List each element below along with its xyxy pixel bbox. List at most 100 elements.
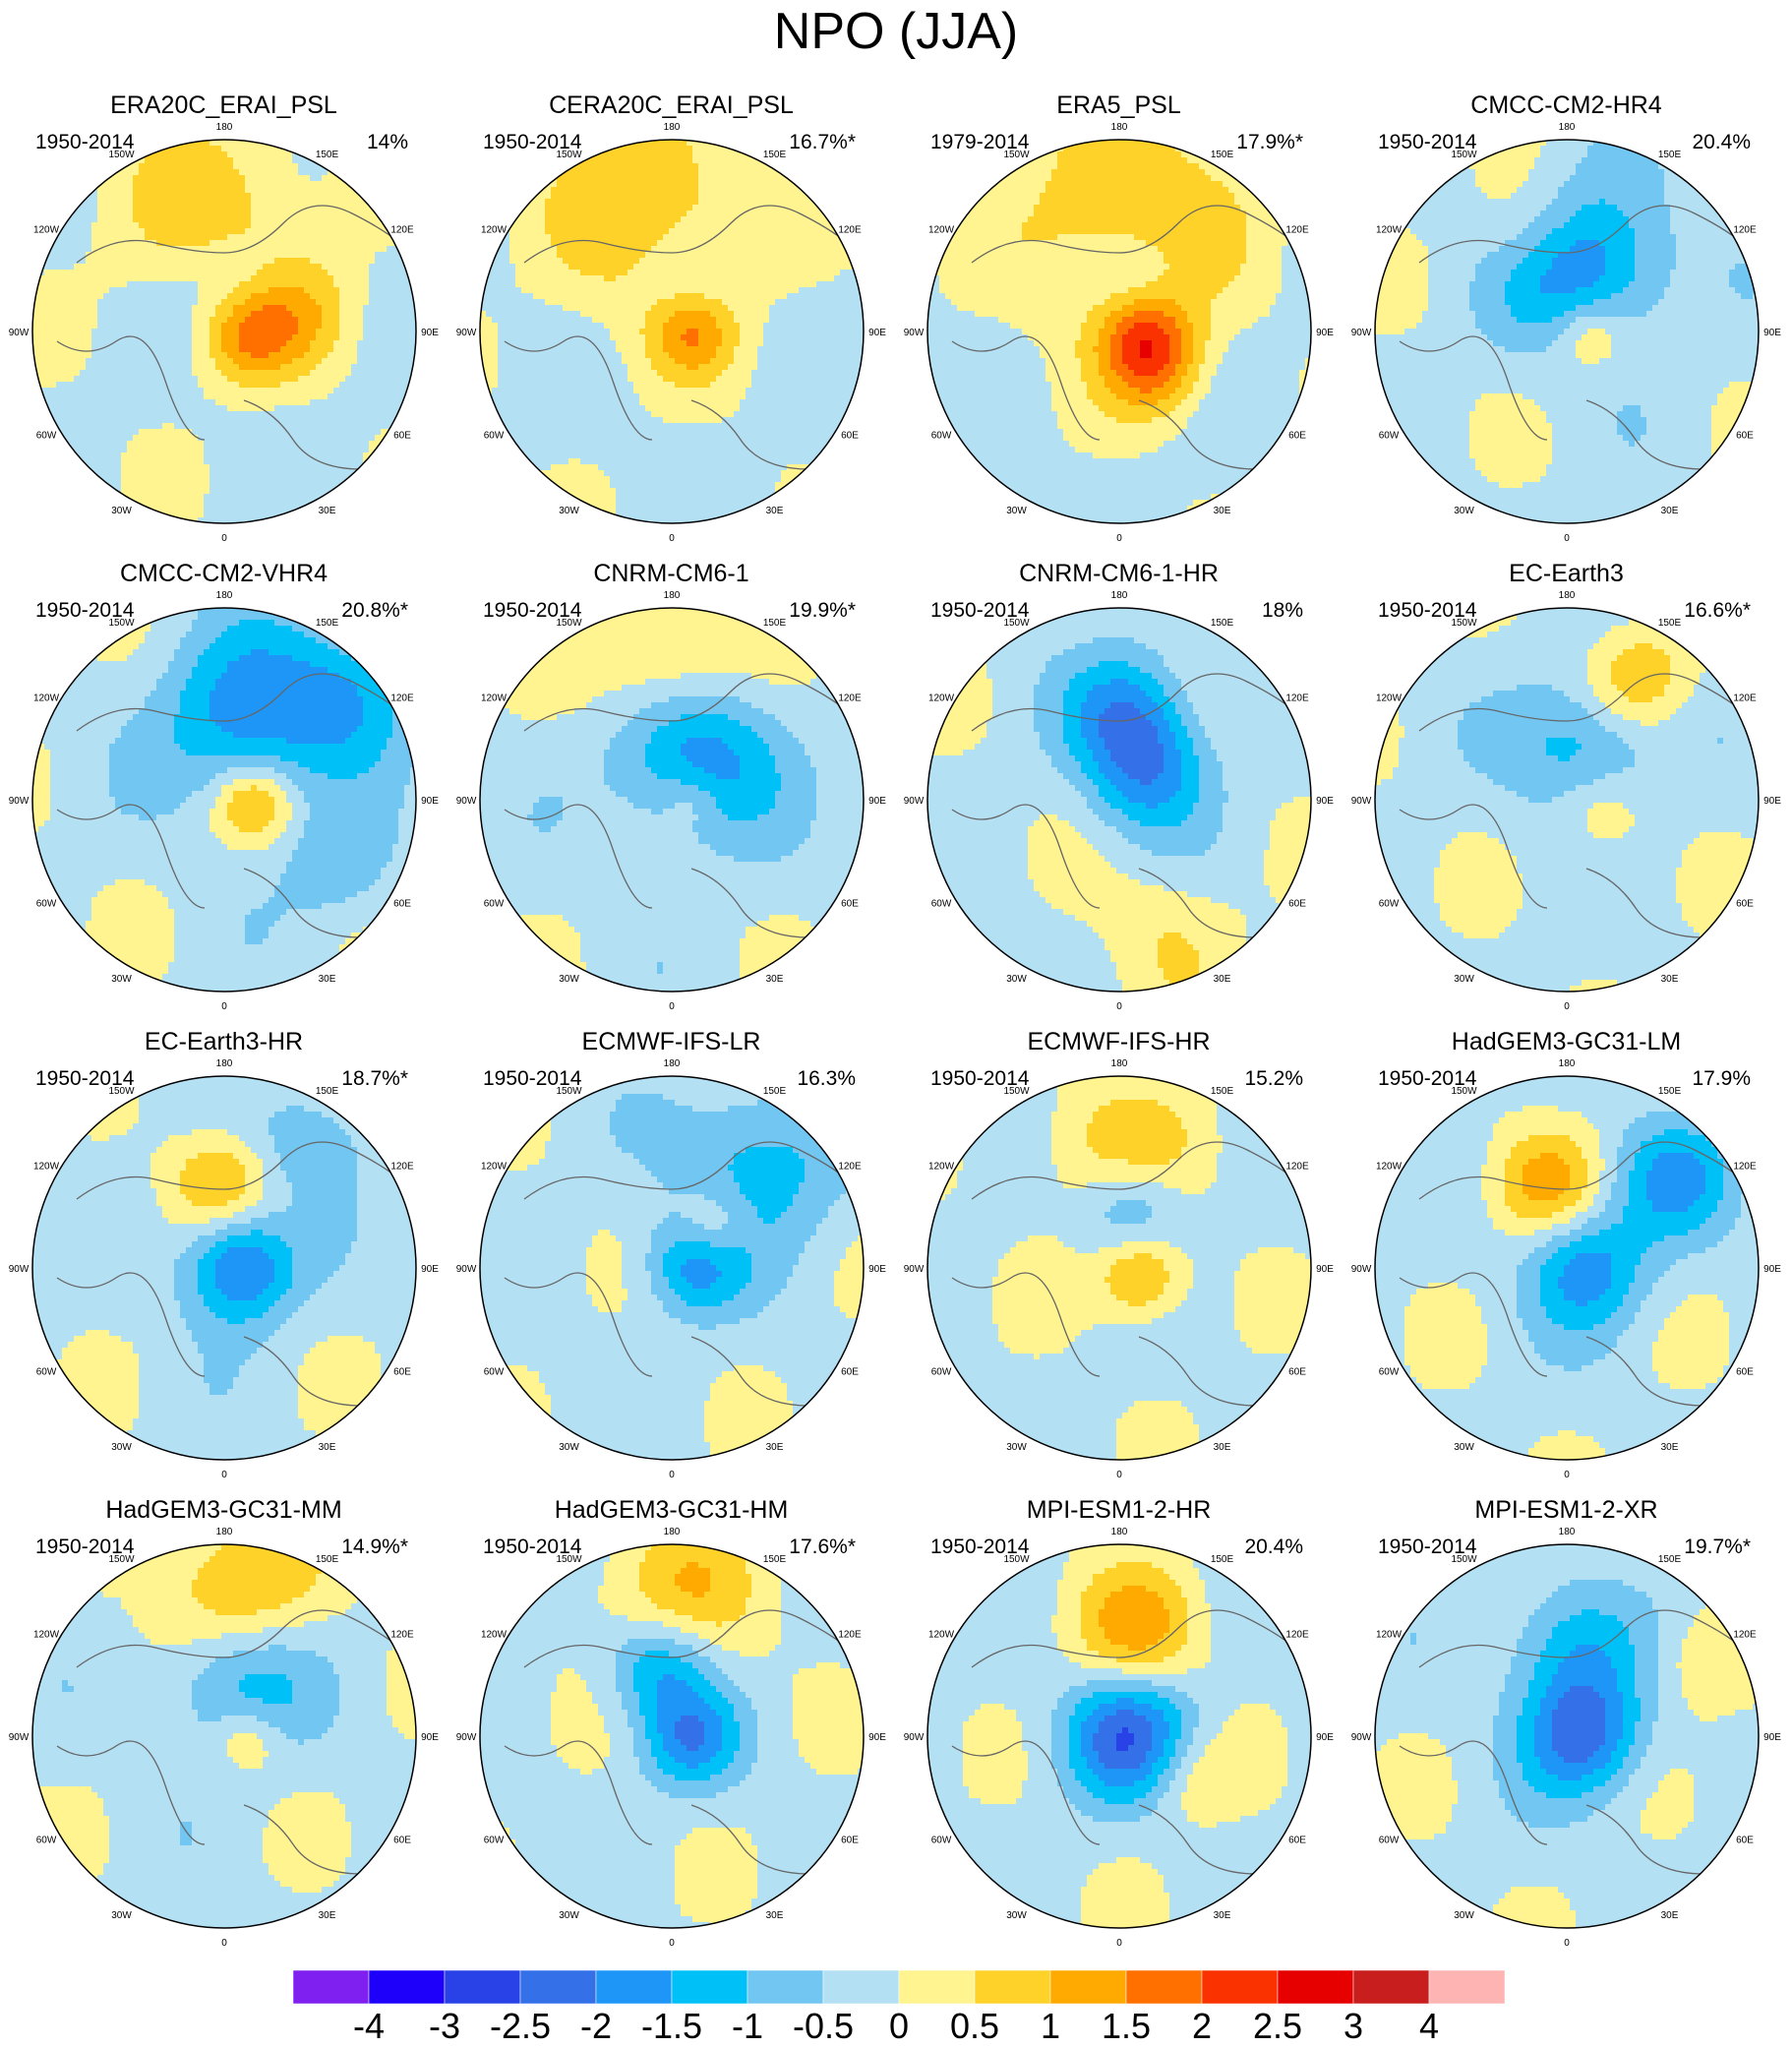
field-cell <box>351 405 358 412</box>
field-cell <box>139 329 146 335</box>
field-cell <box>233 228 240 235</box>
field-cell <box>746 199 752 206</box>
field-cell <box>133 405 140 412</box>
field-cell <box>692 157 699 164</box>
field-cell <box>180 211 187 217</box>
field-cell <box>586 205 593 211</box>
field-cell <box>757 187 764 194</box>
field-cell <box>269 187 275 194</box>
field-cell <box>133 323 140 330</box>
field-cell <box>245 275 252 282</box>
field-cell <box>486 181 493 188</box>
field-cell <box>233 252 240 259</box>
field-cell <box>704 146 711 152</box>
field-cell <box>121 358 128 365</box>
field-cell <box>227 246 234 253</box>
field-cell <box>392 264 399 271</box>
field-cell <box>387 388 393 394</box>
field-cell <box>74 494 81 501</box>
field-cell <box>168 476 175 483</box>
field-cell <box>115 382 122 389</box>
field-cell <box>239 364 246 371</box>
field-cell <box>156 222 163 229</box>
field-cell <box>209 506 216 512</box>
field-cell <box>62 140 69 147</box>
field-cell <box>375 234 382 241</box>
field-cell <box>174 252 181 259</box>
field-cell <box>404 506 411 512</box>
field-cell <box>716 181 723 188</box>
field-cell <box>357 151 364 158</box>
field-cell <box>198 211 205 217</box>
field-cell <box>263 329 269 335</box>
field-cell <box>304 464 311 471</box>
field-cell <box>215 181 222 188</box>
field-cell <box>192 405 199 412</box>
field-cell <box>109 452 116 459</box>
field-cell <box>56 370 63 377</box>
field-cell <box>227 388 234 394</box>
field-cell <box>627 146 634 152</box>
field-cell <box>304 281 311 288</box>
field-cell <box>139 417 146 424</box>
field-cell <box>280 157 287 164</box>
field-cell <box>675 140 682 147</box>
field-cell <box>316 435 323 442</box>
field-cell <box>622 181 628 188</box>
field-cell <box>274 382 281 389</box>
field-cell <box>381 447 388 453</box>
field-cell <box>139 317 146 324</box>
field-cell <box>498 151 505 158</box>
field-cell <box>38 512 45 518</box>
field-cell <box>121 517 128 524</box>
field-cell <box>740 199 747 206</box>
field-cell <box>381 311 388 318</box>
field-cell <box>150 258 157 265</box>
field-cell <box>162 458 169 465</box>
field-cell <box>103 187 110 194</box>
field-cell <box>728 169 735 176</box>
field-cell <box>180 500 187 507</box>
field-cell <box>586 175 593 182</box>
field-cell <box>746 146 752 152</box>
field-cell <box>121 411 128 418</box>
field-cell <box>44 482 51 489</box>
field-cell <box>669 199 676 206</box>
field-cell <box>227 488 234 495</box>
field-cell <box>227 175 234 182</box>
field-cell <box>274 252 281 259</box>
field-cell <box>410 252 417 259</box>
field-cell <box>86 429 92 436</box>
field-cell <box>828 146 835 152</box>
field-cell <box>186 305 193 312</box>
field-cell <box>286 193 293 200</box>
field-cell <box>204 299 210 306</box>
field-cell <box>392 293 399 300</box>
field-cell <box>363 370 370 377</box>
field-cell <box>80 364 87 371</box>
field-cell <box>168 140 175 147</box>
field-cell <box>392 175 399 182</box>
field-cell <box>286 287 293 294</box>
field-cell <box>38 494 45 501</box>
field-cell <box>392 281 399 288</box>
field-cell <box>80 405 87 412</box>
field-cell <box>38 470 45 477</box>
field-cell <box>387 512 393 518</box>
field-cell <box>145 435 151 442</box>
field-cell <box>44 181 51 188</box>
field-cell <box>68 317 75 324</box>
field-cell <box>245 281 252 288</box>
field-cell <box>357 258 364 265</box>
field-cell <box>339 270 346 276</box>
field-cell <box>62 305 69 312</box>
field-cell <box>263 494 269 501</box>
field-cell <box>663 193 670 200</box>
field-cell <box>404 364 411 371</box>
field-cell <box>322 175 329 182</box>
field-cell <box>263 340 269 347</box>
field-cell <box>398 169 405 176</box>
field-cell <box>310 287 317 294</box>
field-cell <box>239 270 246 276</box>
field-cell <box>215 146 222 152</box>
